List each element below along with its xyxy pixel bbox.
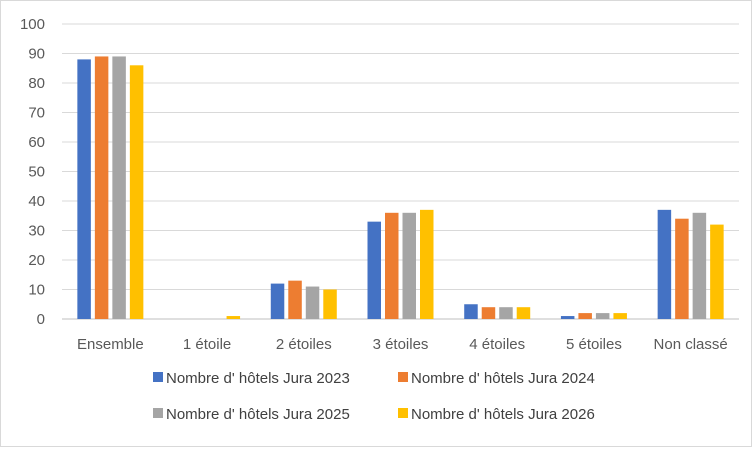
- bar: [94, 56, 109, 319]
- bar: [305, 286, 320, 319]
- bar: [270, 283, 285, 319]
- y-tick-label: 100: [20, 16, 45, 33]
- legend-label: Nombre d' hôtels Jura 2026: [411, 406, 595, 423]
- x-tick-label: Non classé: [654, 336, 728, 353]
- bar: [226, 316, 241, 319]
- bars: [77, 56, 724, 320]
- bar: [560, 316, 575, 319]
- bar: [77, 59, 91, 320]
- x-tick-label: 5 étoiles: [566, 336, 622, 353]
- bar: [613, 313, 627, 319]
- bar: [420, 209, 434, 319]
- legend-swatch: [398, 372, 408, 382]
- bar: [692, 212, 707, 319]
- bar: [402, 212, 416, 319]
- y-tick-label: 60: [28, 134, 45, 151]
- bar: [481, 307, 496, 319]
- x-tick-label: 4 étoiles: [469, 336, 525, 353]
- y-tick-label: 50: [28, 164, 45, 181]
- bar: [129, 65, 144, 319]
- bar: [385, 212, 399, 319]
- x-tick-label: 2 étoiles: [276, 336, 332, 353]
- bar: [464, 304, 478, 319]
- bar: [516, 307, 531, 319]
- x-axis-ticks: Ensemble 1 étoile 2 étoiles 3 étoiles 4 étoi…: [77, 336, 728, 353]
- bar: [367, 221, 381, 319]
- y-tick-label: 0: [37, 311, 45, 328]
- x-tick-label: 3 étoiles: [373, 336, 429, 353]
- gridlines: [62, 23, 739, 320]
- y-tick-label: 20: [28, 252, 45, 269]
- legend: Nombre d' hôtels Jura 2023 Nombre d' hôte…: [153, 370, 595, 423]
- bar: [323, 289, 337, 319]
- bar: [578, 313, 592, 319]
- y-tick-label: 30: [28, 223, 45, 240]
- y-tick-label: 70: [28, 105, 45, 122]
- legend-label: Nombre d' hôtels Jura 2023: [166, 370, 350, 387]
- y-tick-label: 40: [28, 193, 45, 210]
- bar: [595, 313, 610, 319]
- bar: [657, 209, 672, 319]
- legend-swatch: [398, 408, 408, 418]
- y-tick-label: 80: [28, 75, 45, 92]
- y-tick-label: 10: [28, 282, 45, 299]
- legend-swatch: [153, 372, 163, 382]
- x-tick-label: Ensemble: [77, 336, 144, 353]
- legend-label: Nombre d' hôtels Jura 2025: [166, 406, 350, 423]
- y-tick-label: 90: [28, 46, 45, 63]
- legend-swatch: [153, 408, 163, 418]
- bar: [288, 280, 302, 319]
- bar: [675, 218, 689, 319]
- bar: [112, 56, 126, 319]
- y-axis-ticks: 0 10 20 30 40 50 60 70 80 90 100: [20, 16, 45, 328]
- x-tick-label: 1 étoile: [183, 336, 231, 353]
- legend-label: Nombre d' hôtels Jura 2024: [411, 370, 595, 387]
- bar: [710, 224, 724, 319]
- bar: [499, 307, 513, 319]
